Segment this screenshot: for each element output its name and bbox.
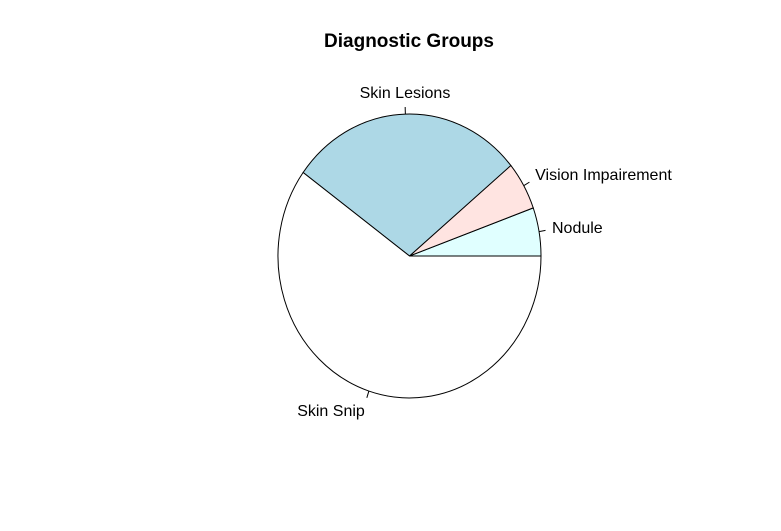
slice-label: Skin Lesions (360, 85, 451, 102)
slice-label: Nodule (552, 220, 603, 237)
pie-slice-skin-snip (277, 171, 542, 399)
label-tick (538, 229, 546, 233)
label-tick (523, 181, 530, 187)
pie-labels: Nodule Vision Impairement Skin Lesions Skin… (297, 85, 672, 420)
label-tick (366, 390, 370, 398)
pie-slices (277, 113, 542, 399)
chart-title: Diagnostic Groups (324, 31, 494, 52)
pie-slice-skin-lesions (302, 113, 512, 257)
slice-label: Vision Impairement (535, 167, 672, 184)
slice-label: Skin Snip (297, 403, 365, 420)
